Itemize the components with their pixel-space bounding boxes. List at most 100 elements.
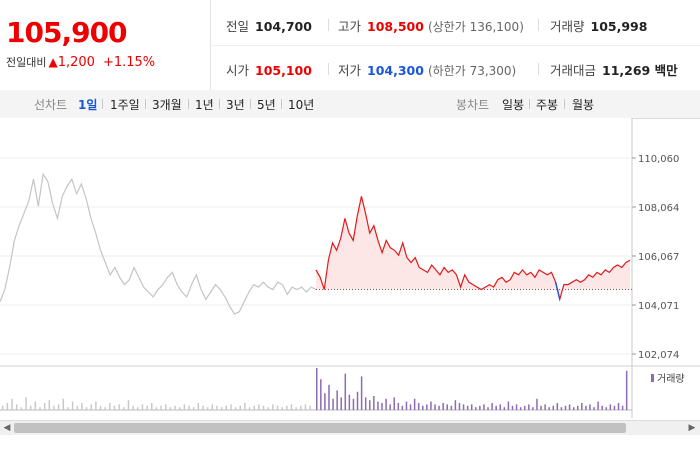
volume-bar-prev [76, 405, 79, 410]
chart-toolbar: 선차트 1일 1주일 3개월 1년 3년 5년 10년 봉차트 일봉 주봉 월봉 [0, 90, 700, 119]
volume-bar-prev [239, 405, 241, 410]
volume-bar-today [613, 405, 616, 410]
stat-prev-close: 전일 104,700 [226, 16, 312, 35]
stat-label: 고가 [338, 19, 362, 34]
volume-bar-prev [53, 405, 55, 410]
quote-summary: 105,900 전일대비 ▲1,200 +1.15% 전일 104,700 고가 108… [0, 0, 700, 91]
stat-value: 11,269 백만 [602, 63, 678, 78]
up-triangle-icon: ▲ [48, 55, 58, 69]
period-3m[interactable]: 3개월 [152, 98, 182, 112]
volume-bar-today [593, 407, 595, 410]
series-previous-day-line [0, 172, 317, 315]
divider [529, 99, 530, 109]
volume-bar-prev [281, 407, 283, 410]
volume-bar-today [381, 403, 383, 410]
volume-bar-prev [39, 407, 41, 410]
volume-bar-today [458, 403, 461, 410]
period-1y[interactable]: 1년 [195, 98, 214, 112]
volume-bar-prev [48, 400, 51, 410]
price-box: 105,900 전일대비 ▲1,200 +1.15% [0, 0, 211, 90]
volume-bar-today [597, 401, 599, 410]
volume-bar-today [360, 376, 363, 410]
volume-bar-today [507, 401, 510, 410]
volume-bar-prev [244, 403, 246, 410]
candle-weekly[interactable]: 주봉 [536, 98, 559, 112]
volume-bar-prev [132, 405, 134, 410]
volume-bar-prev [304, 404, 307, 410]
volume-bar-prev [169, 407, 172, 410]
candle-daily[interactable]: 일봉 [502, 98, 525, 112]
divider [281, 99, 282, 109]
change-value: 1,200 [57, 55, 95, 70]
divider [219, 99, 220, 109]
volume-bar-prev [211, 404, 214, 410]
candle-monthly[interactable]: 월봉 [572, 98, 595, 112]
volume-bar-prev [220, 407, 223, 410]
volume-bar-prev [174, 405, 176, 410]
volume-bar-today [560, 407, 563, 410]
period-3y[interactable]: 3년 [226, 98, 245, 112]
volume-bar-prev [276, 405, 279, 410]
divider [145, 99, 146, 109]
volume-bar-today [528, 404, 530, 410]
volume-bar-today [348, 394, 351, 410]
volume-bar-prev [95, 401, 97, 410]
volume-bar-today [609, 404, 612, 410]
period-1w[interactable]: 1주일 [110, 98, 140, 112]
y-tick-label: 108,064 [638, 203, 679, 214]
volume-bar-today [572, 407, 575, 410]
volume-bar-prev [104, 407, 106, 410]
change-percent: +1.15% [102, 55, 156, 70]
volume-bar-prev [90, 404, 92, 410]
scroll-left-icon[interactable]: ◀ [3, 423, 11, 433]
volume-bar-prev [57, 404, 60, 410]
volume-bar-today [523, 405, 526, 410]
volume-bar-prev [34, 401, 37, 410]
volume-bar-prev [202, 405, 204, 410]
divider [328, 63, 329, 75]
period-1d[interactable]: 1일 [78, 98, 98, 112]
price-change: 전일대비 ▲1,200 +1.15% [6, 54, 155, 70]
row-divider [210, 45, 700, 46]
volume-bar-today [393, 397, 395, 410]
volume-bar-today [601, 405, 603, 410]
volume-bar-prev [206, 407, 209, 410]
volume-bar-today [369, 400, 371, 410]
volume-bar-today [617, 403, 620, 410]
volume-bar-today [422, 405, 424, 410]
volume-bar-today [487, 407, 489, 410]
divider [564, 99, 565, 109]
volume-bar-prev [234, 407, 237, 410]
volume-bar-prev [29, 405, 32, 410]
chart-scrollbar[interactable]: ◀ ▶ [0, 420, 700, 435]
volume-bar-today [576, 405, 579, 410]
volume-bar-today [377, 401, 379, 410]
volume-bar-today [499, 404, 502, 410]
stat-low: 저가 104,300 (하한가 73,300) [338, 60, 516, 79]
volume-bar-today [364, 397, 367, 410]
period-5y[interactable]: 5년 [257, 98, 276, 112]
series-today-line [315, 196, 631, 302]
volume-bar-today [589, 404, 591, 410]
volume-bar-today [621, 405, 624, 410]
volume-bar-today [519, 407, 522, 410]
volume-bar-today [556, 403, 559, 410]
volume-bar-today [479, 405, 481, 410]
volume-bar-today [544, 404, 546, 410]
volume-bar-prev [123, 407, 125, 410]
scroll-right-icon[interactable]: ▶ [688, 423, 696, 433]
stat-open: 시가 105,100 [226, 60, 312, 79]
y-tick-label: 106,067 [638, 252, 679, 263]
volume-bar-today [426, 404, 428, 410]
series-today-down-segment [554, 282, 561, 300]
volume-bar-today [552, 405, 555, 410]
stat-trade-value: 거래대금 11,269 백만 [550, 60, 678, 79]
volume-bar-today [585, 405, 587, 410]
volume-bar-prev [183, 404, 186, 410]
candle-chart-label: 봉차트 [456, 98, 490, 112]
divider [538, 63, 539, 75]
volume-bar-prev [11, 398, 13, 410]
period-10y[interactable]: 10년 [288, 98, 315, 112]
scrollbar-thumb[interactable] [14, 423, 626, 433]
volume-bar-prev [230, 404, 232, 410]
